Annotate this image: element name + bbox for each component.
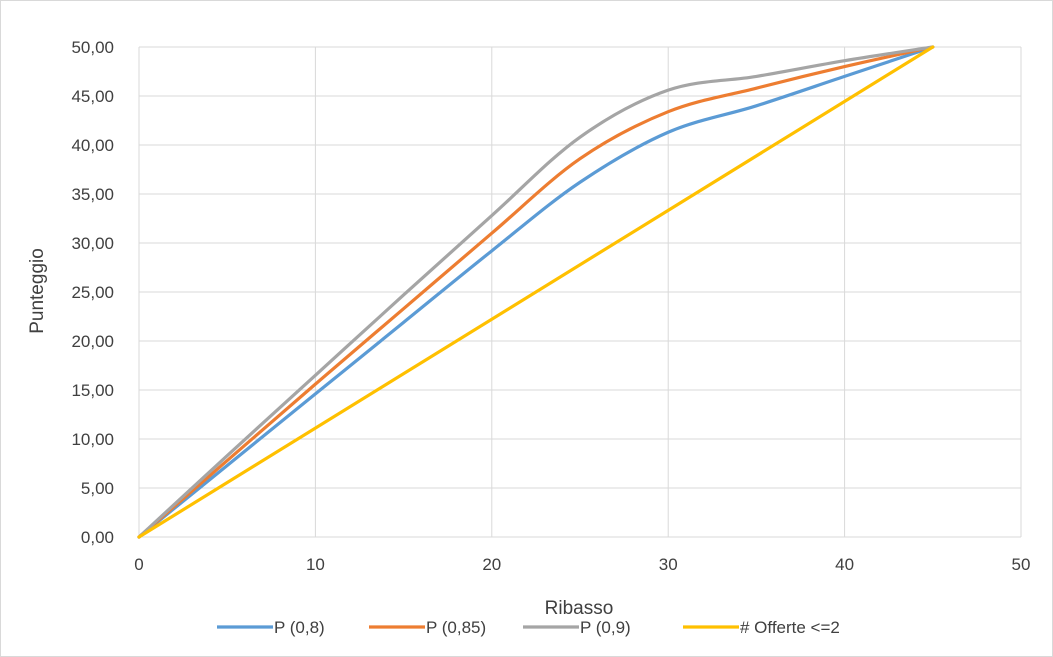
x-axis-title: Ribasso (545, 598, 614, 619)
legend: P (0,8) P (0,85) P (0,9) # Offerte <=2 (217, 618, 840, 637)
y-tick-label: 40,00 (71, 136, 114, 155)
x-tick-label: 20 (482, 555, 501, 574)
x-tick-label: 40 (835, 555, 854, 574)
y-tick-label: 20,00 (71, 332, 114, 351)
x-tick-label: 30 (659, 555, 678, 574)
series-lines (137, 45, 935, 539)
series-line-2 (137, 45, 935, 539)
series-line-3 (137, 45, 935, 539)
series-line-1 (137, 45, 935, 539)
y-tick-label: 15,00 (71, 381, 114, 400)
y-tick-label: 0,00 (81, 528, 114, 547)
x-tick-label: 0 (134, 555, 143, 574)
x-tick-label: 10 (306, 555, 325, 574)
y-tick-label: 5,00 (81, 479, 114, 498)
legend-label: # Offerte <=2 (740, 618, 840, 637)
series-line-4 (137, 45, 935, 539)
y-tick-label: 50,00 (71, 38, 114, 57)
y-axis-title: Punteggio (27, 248, 48, 334)
x-tick-label: 50 (1012, 555, 1031, 574)
y-tick-labels: 0,00 5,00 10,00 15,00 20,00 25,00 30,00 35,00 40… (71, 38, 114, 547)
x-tick-labels: 0 10 20 30 40 50 (134, 555, 1030, 574)
y-tick-label: 30,00 (71, 234, 114, 253)
gridlines (138, 46, 1022, 538)
y-tick-label: 10,00 (71, 430, 114, 449)
legend-label: P (0,85) (426, 618, 486, 637)
y-tick-label: 45,00 (71, 87, 114, 106)
y-tick-label: 35,00 (71, 185, 114, 204)
legend-label: P (0,9) (580, 618, 631, 637)
legend-label: P (0,8) (274, 618, 325, 637)
y-tick-label: 25,00 (71, 283, 114, 302)
